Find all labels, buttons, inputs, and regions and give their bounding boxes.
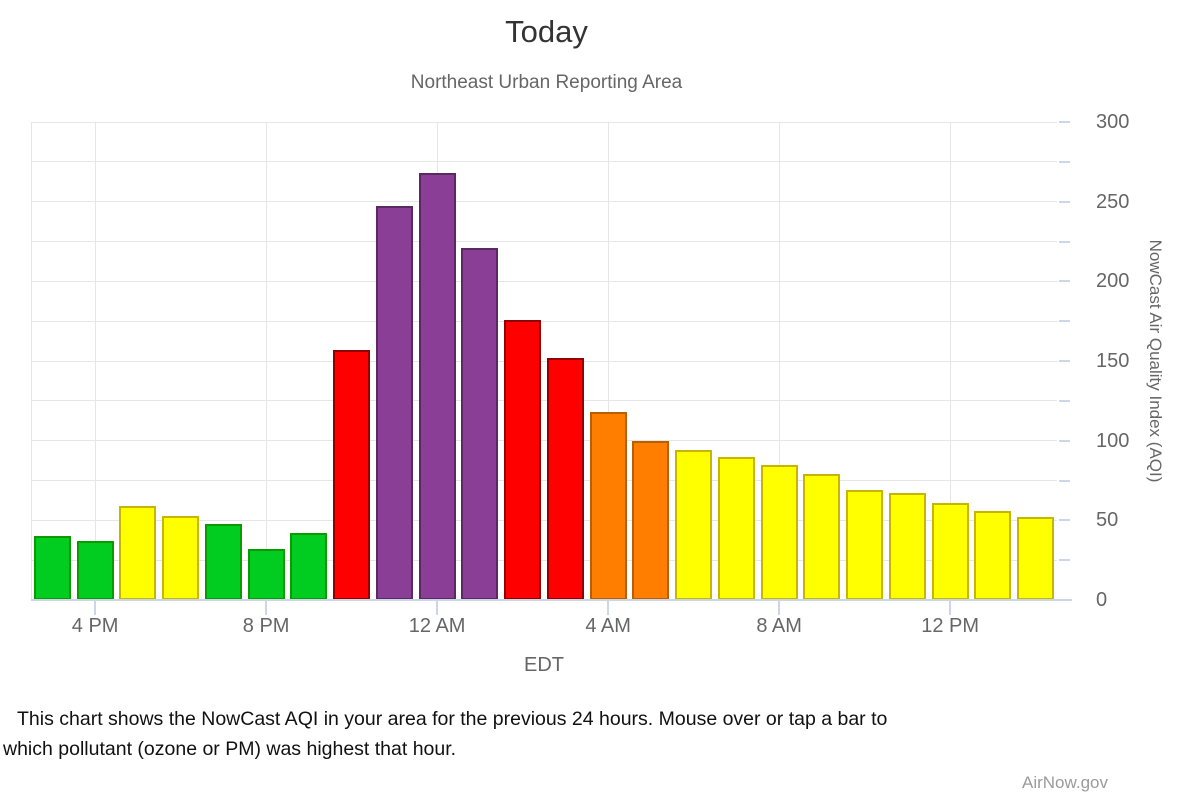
gridline-horizontal xyxy=(31,400,1057,402)
y-tick xyxy=(1059,599,1070,601)
y-tick xyxy=(1059,280,1070,283)
aqi-bar[interactable] xyxy=(675,450,713,600)
y-tick xyxy=(1059,399,1070,402)
aqi-bar[interactable] xyxy=(504,320,542,600)
gridline-vertical xyxy=(265,122,267,600)
y-tick-label: 100 xyxy=(1096,429,1130,452)
y-tick xyxy=(1059,360,1070,362)
y-axis-title: NowCast Air Quality Index (AQI) xyxy=(1146,239,1165,483)
aqi-bar[interactable] xyxy=(632,441,670,600)
y-tick-label: 50 xyxy=(1096,509,1119,532)
x-axis-title: EDT xyxy=(524,654,564,676)
y-tick xyxy=(1059,519,1070,522)
x-tick xyxy=(436,601,439,615)
x-tick xyxy=(949,601,952,615)
gridline-horizontal xyxy=(31,121,1057,123)
chart-caption: This chart shows the NowCast AQI in your… xyxy=(0,704,1200,764)
y-tick xyxy=(1059,479,1070,482)
aqi-bar[interactable] xyxy=(33,536,71,600)
source-attribution: AirNow.gov xyxy=(1022,773,1108,792)
aqi-bar[interactable] xyxy=(717,457,755,600)
y-tick xyxy=(1059,160,1070,163)
y-tick xyxy=(1059,240,1070,243)
aqi-bar[interactable] xyxy=(418,173,456,600)
x-tick xyxy=(607,601,610,615)
aqi-bar[interactable] xyxy=(162,516,200,600)
y-tick-label: 150 xyxy=(1096,350,1130,372)
plot-area xyxy=(31,121,1057,600)
aqi-bar[interactable] xyxy=(846,490,884,600)
aqi-bar[interactable] xyxy=(974,511,1012,600)
x-tick-label: 8 AM xyxy=(756,615,802,637)
y-tick xyxy=(1059,559,1070,562)
gridline-vertical xyxy=(94,122,96,600)
aqi-bar[interactable] xyxy=(803,474,841,600)
aqi-bar[interactable] xyxy=(119,506,157,600)
x-tick xyxy=(94,601,97,615)
y-tick xyxy=(1059,320,1070,323)
caption-line-2: which pollutant (ozone or PM) was highes… xyxy=(3,738,457,760)
aqi-bar[interactable] xyxy=(375,206,413,600)
aqi-bar[interactable] xyxy=(333,350,371,600)
y-tick xyxy=(1059,439,1070,442)
aqi-bar[interactable] xyxy=(290,533,328,600)
gridline-vertical xyxy=(778,122,780,600)
y-tick xyxy=(1059,121,1070,123)
aqi-bar[interactable] xyxy=(204,524,242,600)
aqi-bar[interactable] xyxy=(931,503,969,600)
x-tick-label: 4 AM xyxy=(585,615,631,637)
gridline-horizontal xyxy=(31,480,1057,481)
x-tick xyxy=(265,601,268,615)
y-tick-label: 0 xyxy=(1096,589,1108,611)
aqi-bar[interactable] xyxy=(461,248,499,600)
y-tick-label: 250 xyxy=(1096,190,1130,213)
chart-subtitle: Northeast Urban Reporting Area xyxy=(410,72,683,93)
caption-line-1: This chart shows the NowCast AQI in your… xyxy=(17,708,888,730)
aqi-bar[interactable] xyxy=(888,493,926,600)
aqi-bar[interactable] xyxy=(589,412,627,600)
y-tick-label: 300 xyxy=(1096,111,1130,133)
y-tick xyxy=(1059,200,1070,203)
aqi-bar[interactable] xyxy=(760,465,798,600)
gridline-horizontal xyxy=(31,320,1057,322)
plot-left-edge-line xyxy=(31,122,32,600)
gridline-horizontal xyxy=(31,201,1057,203)
gridline-horizontal xyxy=(31,440,1057,442)
x-tick-label: 12 PM xyxy=(921,615,980,637)
gridline-vertical xyxy=(949,122,951,600)
gridline-horizontal xyxy=(31,559,1057,561)
aqi-bar[interactable] xyxy=(76,541,114,600)
x-tick-label: 4 PM xyxy=(71,615,119,637)
x-tick-label: 8 PM xyxy=(242,615,290,637)
y-tick-label: 200 xyxy=(1096,270,1130,293)
gridline-horizontal xyxy=(31,161,1057,163)
gridline-horizontal xyxy=(31,280,1057,282)
gridline-vertical xyxy=(607,122,609,600)
gridline-horizontal xyxy=(31,519,1057,521)
gridline-horizontal xyxy=(31,241,1057,242)
x-axis-line xyxy=(31,599,1072,601)
chart-title: Today xyxy=(505,14,588,49)
aqi-bar[interactable] xyxy=(546,358,584,600)
gridline-horizontal xyxy=(31,360,1057,362)
aqi-bar[interactable] xyxy=(247,549,285,600)
x-tick-label: 12 AM xyxy=(408,615,466,637)
aqi-bar[interactable] xyxy=(1017,517,1055,600)
x-tick xyxy=(778,601,781,615)
